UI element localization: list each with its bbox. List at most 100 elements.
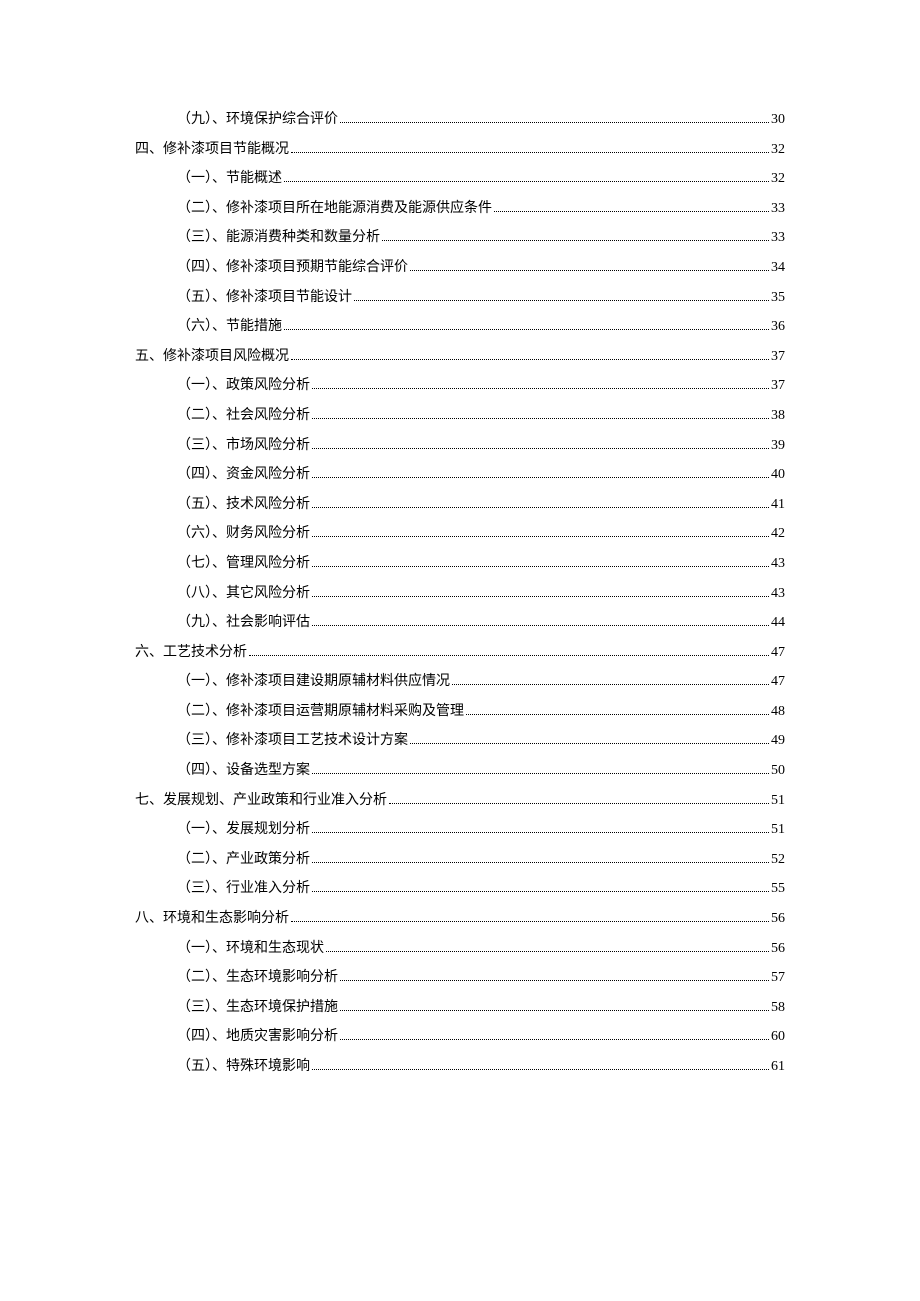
toc-entry: （三）、修补漆项目工艺技术设计方案 49 — [177, 731, 785, 751]
toc-entry-label: （一）、修补漆项目建设期原辅材料供应情况 — [177, 672, 450, 692]
toc-leader-dots — [284, 329, 769, 330]
toc-entry-page: 50 — [771, 761, 785, 781]
toc-leader-dots — [249, 655, 769, 656]
toc-entry: 四、修补漆项目节能概况32 — [135, 140, 785, 160]
toc-entry-page: 48 — [771, 702, 785, 722]
toc-leader-dots — [291, 359, 769, 360]
toc-entry: （三）、行业准入分析55 — [177, 879, 785, 899]
toc-leader-dots — [312, 1069, 769, 1070]
toc-entry-page: 58 — [771, 998, 785, 1018]
toc-entry-page: 51 — [771, 791, 785, 811]
toc-entry-page: 55 — [771, 879, 785, 899]
toc-entry: （五）、技术风险分析 41 — [177, 495, 785, 515]
toc-entry-label: （一）、政策风险分析 — [177, 376, 310, 396]
toc-entry-label: （五）、技术风险分析 — [177, 495, 310, 515]
toc-entry: （四）、地质灾害影响分析60 — [177, 1027, 785, 1047]
table-of-contents: （九）、环境保护综合评价30四、修补漆项目节能概况32（一）、节能概述32（二）… — [135, 110, 785, 1077]
toc-entry-label: 七、发展规划、产业政策和行业准入分析 — [135, 791, 387, 811]
toc-entry: （六）、节能措施 36 — [177, 317, 785, 337]
toc-leader-dots — [389, 803, 769, 804]
toc-entry: （三）、市场风险分析 39 — [177, 436, 785, 456]
toc-entry-page: 37 — [771, 347, 785, 367]
toc-leader-dots — [466, 714, 769, 715]
toc-entry: 五、修补漆项目风险概况37 — [135, 347, 785, 367]
toc-leader-dots — [340, 1039, 769, 1040]
toc-entry-label: （八）、其它风险分析 — [177, 584, 310, 604]
toc-leader-dots — [312, 536, 769, 537]
toc-entry-label: （五）、修补漆项目节能设计 — [177, 288, 352, 308]
toc-entry-page: 61 — [771, 1057, 785, 1077]
toc-entry-page: 36 — [771, 317, 785, 337]
toc-leader-dots — [312, 477, 769, 478]
toc-entry-label: （一）、发展规划分析 — [177, 820, 310, 840]
toc-leader-dots — [410, 270, 769, 271]
toc-leader-dots — [312, 773, 769, 774]
toc-entry: （七）、管理风险分析43 — [177, 554, 785, 574]
toc-entry: （二）、产业政策分析 52 — [177, 850, 785, 870]
toc-leader-dots — [312, 596, 769, 597]
toc-leader-dots — [452, 684, 769, 685]
toc-entry: （一）、政策风险分析37 — [177, 376, 785, 396]
toc-entry-label: 四、修补漆项目节能概况 — [135, 140, 289, 160]
toc-entry-page: 38 — [771, 406, 785, 426]
toc-entry-label: （四）、资金风险分析 — [177, 465, 310, 485]
toc-entry-page: 42 — [771, 524, 785, 544]
toc-entry-page: 30 — [771, 110, 785, 130]
toc-leader-dots — [312, 418, 769, 419]
toc-entry-label: （三）、生态环境保护措施 — [177, 998, 338, 1018]
toc-entry-page: 44 — [771, 613, 785, 633]
toc-entry-page: 52 — [771, 850, 785, 870]
toc-leader-dots — [291, 152, 769, 153]
toc-entry: 六、工艺技术分析 47 — [135, 643, 785, 663]
toc-entry-page: 60 — [771, 1027, 785, 1047]
toc-entry-page: 47 — [771, 672, 785, 692]
toc-entry-label: （二）、产业政策分析 — [177, 850, 310, 870]
toc-entry-label: 六、工艺技术分析 — [135, 643, 247, 663]
toc-entry-page: 40 — [771, 465, 785, 485]
toc-entry-page: 43 — [771, 584, 785, 604]
toc-entry: （六）、财务风险分析 42 — [177, 524, 785, 544]
toc-entry-page: 57 — [771, 968, 785, 988]
toc-leader-dots — [326, 951, 769, 952]
toc-entry-page: 34 — [771, 258, 785, 278]
toc-entry-page: 35 — [771, 288, 785, 308]
toc-entry: （二）、修补漆项目所在地能源消费及能源供应条件33 — [177, 199, 785, 219]
toc-entry-label: （三）、修补漆项目工艺技术设计方案 — [177, 731, 408, 751]
toc-leader-dots — [312, 448, 769, 449]
toc-leader-dots — [291, 921, 769, 922]
toc-entry-label: （一）、环境和生态现状 — [177, 939, 324, 959]
toc-entry-page: 39 — [771, 436, 785, 456]
toc-entry: （四）、设备选型方案 50 — [177, 761, 785, 781]
toc-entry: （一）、修补漆项目建设期原辅材料供应情况 47 — [177, 672, 785, 692]
toc-leader-dots — [354, 300, 769, 301]
toc-entry: （二）、社会风险分析38 — [177, 406, 785, 426]
toc-leader-dots — [312, 625, 769, 626]
toc-entry: （四）、修补漆项目预期节能综合评价 34 — [177, 258, 785, 278]
toc-entry: （一）、发展规划分析51 — [177, 820, 785, 840]
toc-entry-label: （四）、修补漆项目预期节能综合评价 — [177, 258, 408, 278]
toc-entry: 七、发展规划、产业政策和行业准入分析 51 — [135, 791, 785, 811]
toc-entry-label: （六）、财务风险分析 — [177, 524, 310, 544]
toc-entry-page: 56 — [771, 909, 785, 929]
toc-leader-dots — [494, 211, 769, 212]
toc-leader-dots — [340, 1010, 769, 1011]
toc-leader-dots — [340, 122, 769, 123]
toc-entry-label: （一）、节能概述 — [177, 169, 282, 189]
toc-entry-label: （九）、社会影响评估 — [177, 613, 310, 633]
toc-entry-page: 33 — [771, 228, 785, 248]
toc-leader-dots — [340, 980, 769, 981]
toc-leader-dots — [284, 181, 769, 182]
toc-entry-label: （六）、节能措施 — [177, 317, 282, 337]
toc-entry-page: 32 — [771, 169, 785, 189]
toc-entry: （八）、其它风险分析 43 — [177, 584, 785, 604]
toc-entry-page: 41 — [771, 495, 785, 515]
toc-entry-label: （七）、管理风险分析 — [177, 554, 310, 574]
toc-entry-label: （三）、市场风险分析 — [177, 436, 310, 456]
toc-entry-label: （三）、能源消费种类和数量分析 — [177, 228, 380, 248]
toc-entry: （四）、资金风险分析 40 — [177, 465, 785, 485]
toc-entry-page: 49 — [771, 731, 785, 751]
toc-entry-page: 47 — [771, 643, 785, 663]
toc-entry-label: （四）、设备选型方案 — [177, 761, 310, 781]
toc-leader-dots — [312, 832, 769, 833]
toc-entry-label: （五）、特殊环境影响 — [177, 1057, 310, 1077]
